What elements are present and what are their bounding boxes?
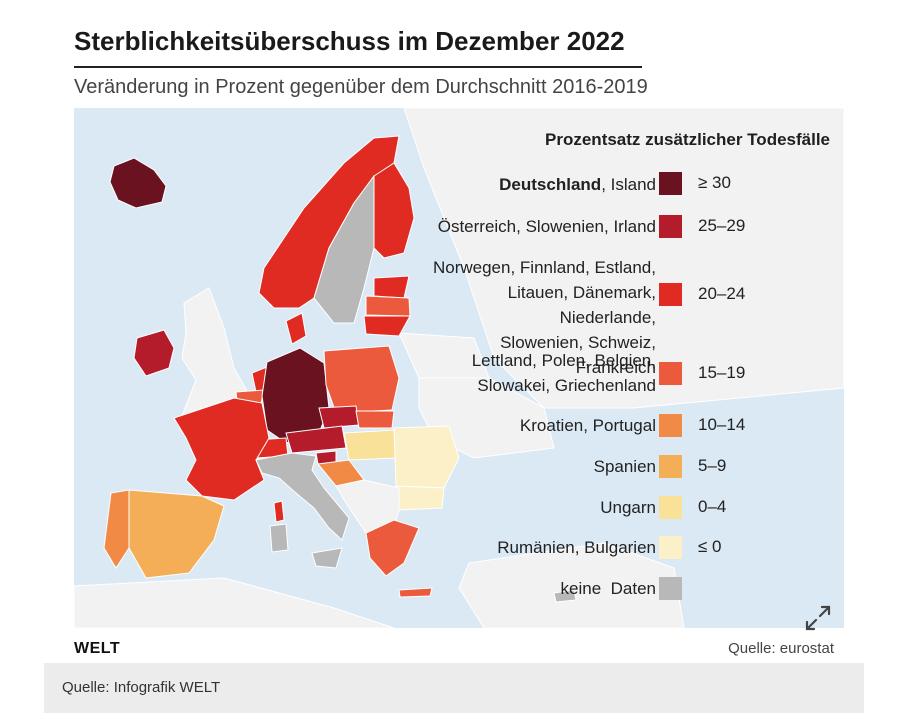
legend-label: Spanien [593,457,656,476]
region-nordafrika [74,577,395,628]
map-area [74,108,844,628]
legend-label-bold: Deutschland [499,175,602,194]
legend-range: 5–9 [698,456,727,475]
region-sizilien [311,547,343,569]
legend-label: Norwegen, Finnland, Estland, Litauen, Dä… [432,258,656,377]
region-polen [323,345,400,414]
europe-map [74,108,844,628]
legend-label: Ungarn [600,498,656,517]
source-label: Quelle: eurostat [728,640,834,657]
chart-subtitle: Veränderung in Prozent gegenüber dem Dur… [74,76,648,98]
region-spanien [128,489,225,579]
legend-range: 25–29 [698,216,746,235]
legend-label: keine Daten [560,579,656,598]
legend-range: ≤ 0 [698,537,722,556]
region-sardinien [269,523,289,553]
legend-swatch [659,577,682,600]
region-tschechien [318,405,360,429]
caption-text: Quelle: Infografik WELT [62,679,221,696]
region-kreta [398,587,433,598]
chart-title: Sterblichkeitsüberschuss im Dezember 202… [74,26,625,56]
region-ungarn [343,429,397,461]
legend-label-rest: , Island [601,175,656,194]
legend-swatch [659,215,682,238]
expand-icon[interactable] [804,604,832,632]
region-daenemark [285,312,307,345]
region-irland [133,329,175,377]
region-zypern [553,589,577,603]
region-slowakei [355,410,395,429]
region-litauen [363,315,411,337]
legend-swatch [659,362,682,385]
legend-swatch [659,283,682,306]
region-portugal [103,489,130,569]
legend-swatch [659,172,682,195]
region-estland [373,275,410,299]
legend-swatch [659,536,682,559]
legend-label: Kroatien, Portugal [519,416,656,435]
region-frankreich [173,397,270,501]
legend-swatch [659,414,682,437]
welt-logo: WELT [74,640,121,657]
caption-bar: Quelle: Infografik WELT [44,663,864,713]
legend-range: 20–24 [698,284,746,303]
legend-label: Österreich, Slowenien, Irland [437,217,656,236]
title-underline [74,66,642,68]
legend-label: Lettland, Polen, Belgien, Slowakei, Grie… [471,351,656,395]
legend-swatch [659,455,682,478]
legend-swatch [659,496,682,519]
region-korsika [273,500,285,523]
region-finnland [373,162,415,259]
region-griechenland [365,519,420,577]
region-lettland [365,295,411,317]
legend-title: Prozentsatz zusätzlicher Todesfälle [545,130,830,149]
legend-range: 0–4 [698,497,727,516]
region-tuerkei [458,542,685,628]
legend-range: 15–19 [698,363,746,382]
legend-range: ≥ 30 [698,173,731,192]
region-island [109,157,167,209]
region-italien [255,452,350,541]
legend-range: 10–14 [698,415,746,434]
legend-label: Rumänien, Bulgarien [497,538,656,557]
region-bulgarien [395,485,445,511]
region-rumaenien [393,425,460,489]
legend-label: Deutschland, Island [499,172,656,197]
region-oesterreich [285,425,347,454]
